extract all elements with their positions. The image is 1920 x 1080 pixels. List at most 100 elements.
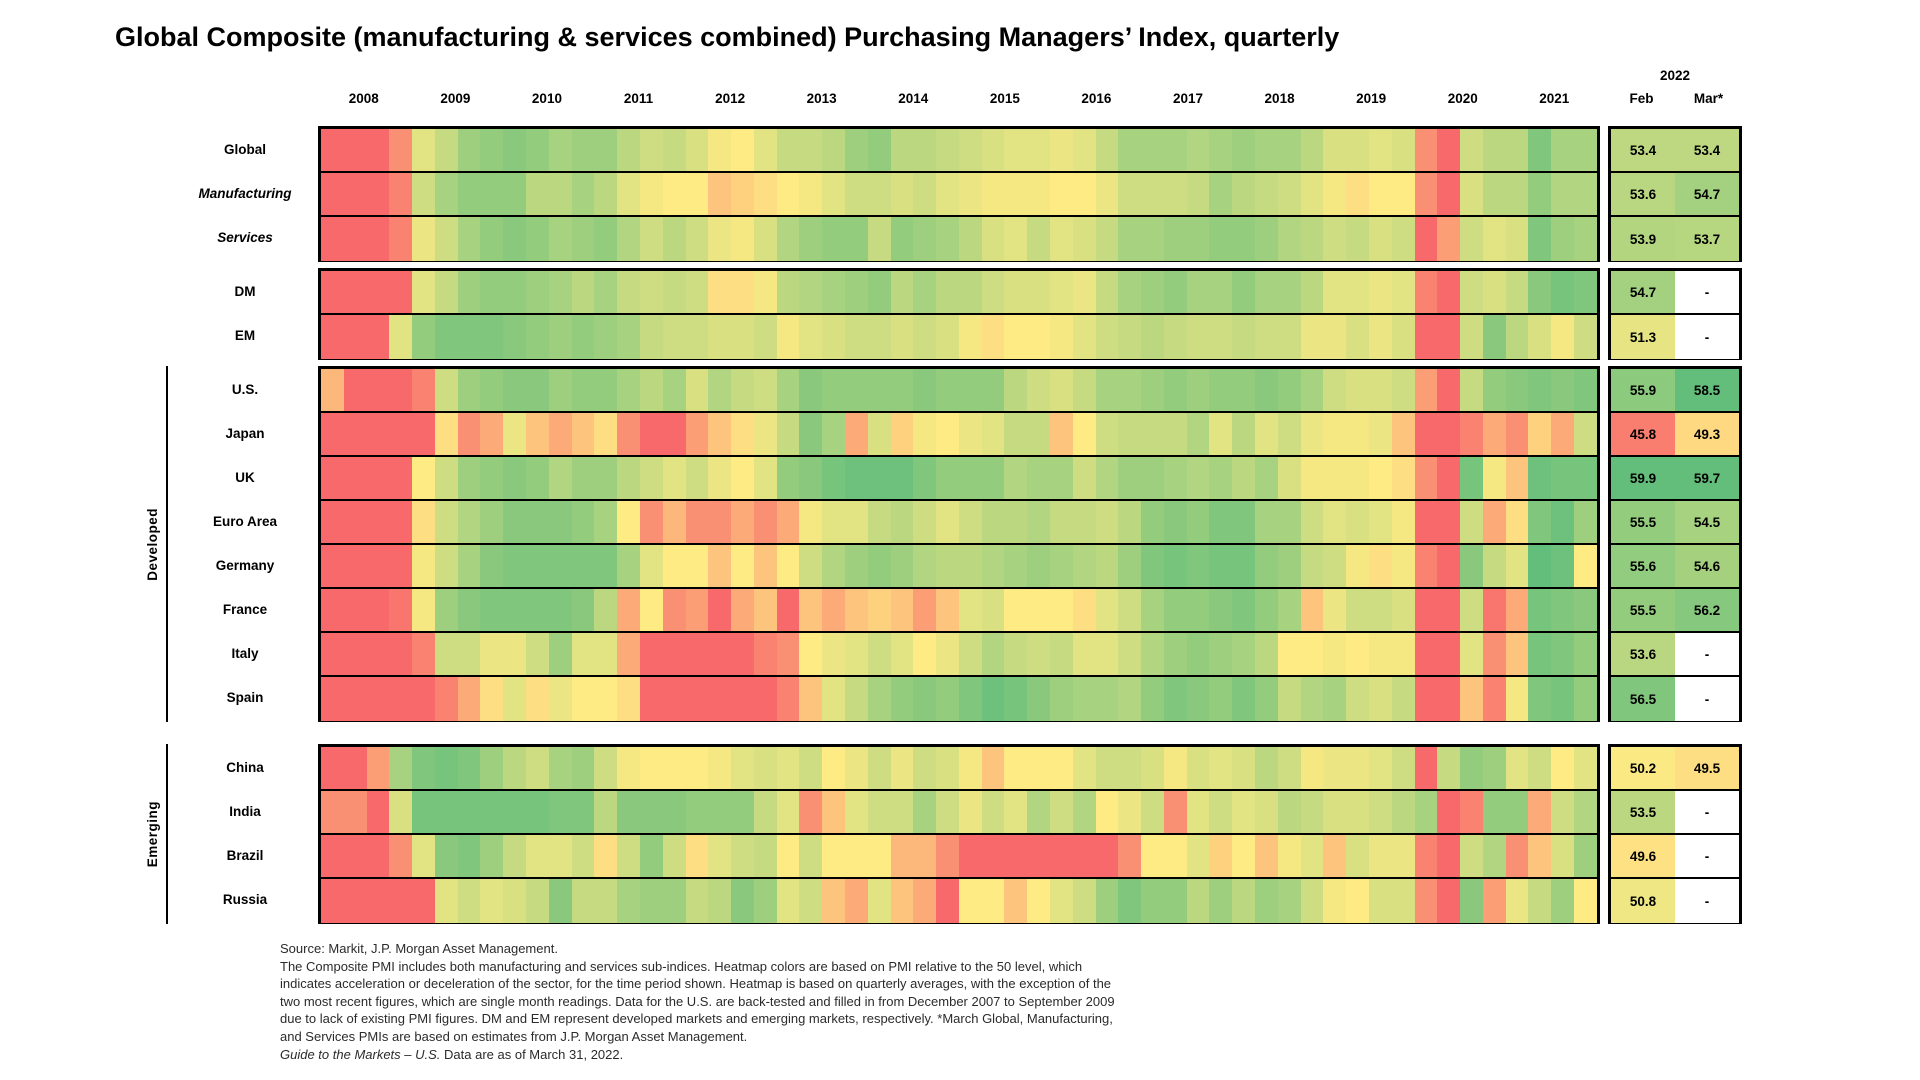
heatmap-cell [1528,369,1552,411]
heatmap-cell [1277,129,1301,171]
heatmap-cell [1482,835,1506,877]
heatmap-cell [1141,879,1164,923]
heatmap-cell [1482,217,1506,261]
heatmap-cell [890,501,914,543]
heatmap-cell [708,835,732,877]
heatmap-cell [1004,129,1028,171]
heatmap-cell [389,369,413,411]
heatmap-cell [1118,217,1142,261]
heatmap-cell [389,501,413,543]
heatmap-cell [685,747,709,789]
heatmap-cell [662,835,686,877]
heatmap-cell [389,457,413,499]
heatmap-cell [503,589,527,631]
heatmap-cell [1141,369,1164,411]
heatmap-cell [1004,413,1028,455]
heatmap-cell [457,791,481,833]
heatmap-cell [890,413,914,455]
heatmap-cell [343,271,367,313]
heatmap-cell [1482,413,1506,455]
heatmap-cell [1072,501,1096,543]
row-label-euro-area: Euro Area [212,514,278,529]
heatmap-cell [1551,457,1574,499]
source-note-line: and Services PMIs are based on estimates… [280,1028,1115,1046]
heatmap-cell [412,315,435,359]
heatmap-cell [1460,545,1483,587]
heatmap-cell [366,129,390,171]
heatmap-cell [1004,633,1028,675]
heatmap-cell [822,633,845,675]
heatmap-cell [1050,501,1073,543]
row-label-india: India [229,804,261,819]
heatmap-cell [1323,791,1347,833]
heatmap-cell [1346,129,1369,171]
heatmap-cell [1232,677,1256,721]
source-note-segment: two most recent figures, which are singl… [280,993,1115,1009]
year-tick-label: 2013 [806,91,837,106]
heatmap-cell [1573,747,1597,789]
heatmap-cell [503,791,527,833]
heatmap-cell [639,747,663,789]
heatmap-cell [1573,217,1597,261]
heatmap-cell [1460,457,1483,499]
heatmap-cell [457,315,481,359]
heatmap-cell [1414,791,1438,833]
heatmap-cell [1050,271,1073,313]
heatmap-cell [731,501,754,543]
year-tick-label: 2019 [1356,91,1387,106]
heatmap-cell [1163,545,1187,587]
heatmap-cell [981,589,1005,631]
heatmap-cell [1072,879,1096,923]
heatmap-cell [321,835,344,877]
heatmap-cell [526,747,549,789]
heatmap-cell [958,501,982,543]
heatmap-cell [480,369,504,411]
heatmap-cell [457,413,481,455]
heatmap-cell [799,129,823,171]
heatmap-cell [1277,501,1301,543]
heatmap-cell [981,633,1005,675]
heatmap-cell [1505,589,1529,631]
heatmap-cell [366,457,390,499]
heatmap-cell [617,173,640,215]
heatmap-cell [1277,835,1301,877]
heatmap-cell [389,315,413,359]
heatmap-cell [389,129,413,171]
heatmap-cell [936,879,959,923]
heatmap-cell [434,217,458,261]
heatmap-cell [1300,173,1324,215]
heatmap-cell [1095,677,1119,721]
heatmap-cell [844,835,868,877]
heatmap-cell [321,217,344,261]
heatmap-cell [1391,879,1415,923]
heatmap-cell [1505,879,1529,923]
heatmap-cell [708,589,732,631]
mar-value-cell: 54.5 [1675,501,1739,543]
heatmap-cell [480,545,504,587]
latest-values-block: 50.2 49.5 53.5-49.6-50.8- [1608,744,1742,924]
heatmap-cell [1300,501,1324,543]
heatmap-cell [1004,835,1028,877]
heatmap-cell [1573,369,1597,411]
feb-value-cell: 50.8 [1611,879,1675,923]
heatmap-cell [1186,747,1210,789]
heatmap-cell [1141,677,1164,721]
feb-value-cell: 53.4 [1611,129,1675,171]
heatmap-cell [1050,217,1073,261]
heatmap-row-brazil [321,835,1597,879]
heatmap-cell [1551,271,1574,313]
heatmap-cell [822,879,845,923]
heatmap-cell [708,413,732,455]
heatmap-cell [434,747,458,789]
year-tick-label: 2014 [898,91,929,106]
heatmap-cell [1209,129,1233,171]
heatmap-cell [1163,677,1187,721]
heatmap-cell [731,173,754,215]
heatmap-cell [1414,545,1438,587]
heatmap-cell [913,271,937,313]
heatmap-cell [1186,457,1210,499]
latest-values-row: 55.5 54.5 [1611,501,1739,545]
heatmap-cell [1163,129,1187,171]
heatmap-cell [776,217,800,261]
heatmap-cell [936,747,959,789]
